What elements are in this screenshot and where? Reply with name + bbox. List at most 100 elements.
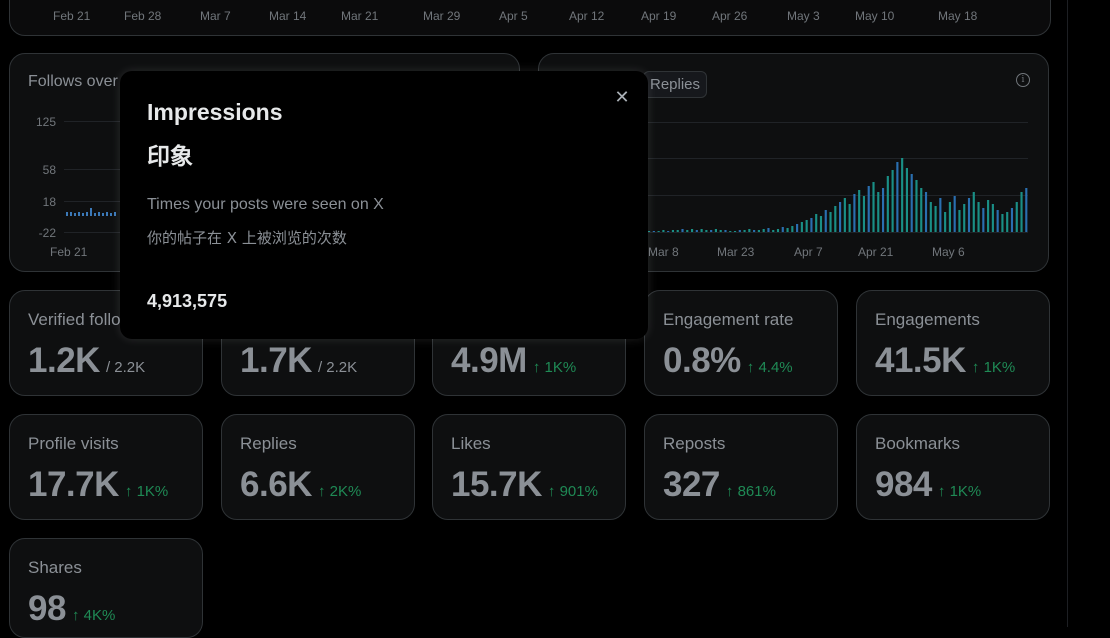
replies-bar: [905, 168, 908, 232]
metric-sub: / 2.2K: [317, 359, 358, 376]
gridline: [648, 122, 1028, 123]
metric-delta: ↑ 1K%: [532, 359, 577, 376]
metric-value: 327 ↑ 861%: [663, 465, 776, 504]
metric-tile-likes[interactable]: Likes 15.7K ↑ 901%: [432, 414, 626, 520]
metric-tile-engagement-rate[interactable]: Engagement rate 0.8% ↑ 4.4%: [644, 290, 838, 396]
replies-x-label: Mar 8: [648, 245, 679, 259]
metric-tile-profile-visits[interactable]: Profile visits 17.7K ↑ 1K%: [9, 414, 203, 520]
replies-bar: [853, 194, 856, 232]
popover-description: Times your posts were seen on X: [147, 196, 384, 213]
replies-bar: [690, 229, 694, 232]
replies-x-label: May 6: [932, 245, 965, 259]
replies-bar: [743, 230, 746, 232]
replies-bar: [982, 208, 985, 232]
replies-bar: [757, 230, 760, 232]
metric-delta: ↑ 4.4%: [746, 359, 793, 376]
replies-bar: [829, 212, 832, 232]
popover-title-translation: 印象: [147, 144, 193, 170]
replies-bar: [953, 196, 956, 232]
follows-x-label: Feb 21: [50, 245, 88, 259]
replies-bar: [724, 230, 727, 232]
replies-metric-chip[interactable]: Replies: [643, 71, 708, 98]
replies-bar: [915, 180, 918, 232]
popover-value: 4,913,575: [147, 291, 228, 311]
metric-tile-engagements[interactable]: Engagements 41.5K ↑ 1K%: [856, 290, 1050, 396]
replies-bar: [710, 230, 713, 232]
replies-bar: [767, 228, 770, 232]
replies-bar: [772, 230, 775, 232]
gridline: [648, 158, 1028, 159]
metric-delta: ↑ 861%: [725, 483, 776, 500]
replies-bar: [996, 210, 999, 232]
replies-bar: [939, 198, 942, 232]
replies-bar: [1001, 214, 1004, 232]
metric-value: 41.5K ↑ 1K%: [875, 341, 1016, 380]
replies-bar: [762, 229, 765, 232]
replies-bars: [648, 158, 1028, 232]
replies-bar: [1020, 192, 1023, 232]
replies-bar: [657, 231, 660, 232]
replies-x-label: Apr 21: [858, 245, 894, 259]
gridline: [64, 121, 120, 122]
replies-bar: [652, 231, 655, 232]
replies-bar: [848, 204, 851, 232]
y-tick: 18: [42, 195, 56, 209]
metric-delta: ↑ 1K%: [971, 359, 1016, 376]
top-x-label: May 3: [787, 9, 820, 23]
replies-bar: [839, 202, 842, 232]
replies-bar: [910, 174, 913, 232]
metric-label: Shares: [28, 558, 82, 577]
replies-bar: [686, 230, 689, 232]
replies-bar: [977, 202, 980, 232]
replies-bar: [1006, 212, 1009, 232]
replies-bar: [881, 188, 885, 232]
metric-tile-shares[interactable]: Shares 98 ↑ 4K%: [9, 538, 203, 638]
metric-delta: ↑ 1K%: [124, 483, 169, 500]
info-icon[interactable]: i: [1016, 73, 1030, 87]
replies-bar: [867, 186, 870, 232]
replies-bar: [733, 231, 737, 232]
top-x-label: Mar 7: [200, 9, 231, 23]
metric-tile-bookmarks[interactable]: Bookmarks 984 ↑ 1K%: [856, 414, 1050, 520]
top-x-label: Apr 19: [641, 9, 677, 23]
metric-value: 98 ↑ 4K%: [28, 589, 116, 628]
replies-bar: [877, 192, 880, 232]
replies-bar: [791, 226, 794, 232]
gridline: [64, 169, 120, 170]
gridline: [648, 232, 1028, 233]
replies-bar: [810, 218, 813, 232]
replies-bar: [944, 212, 947, 232]
popover-title: Impressions: [147, 99, 283, 125]
metric-value: 984 ↑ 1K%: [875, 465, 982, 504]
top-x-label: Feb 28: [124, 9, 162, 23]
replies-bar: [681, 229, 684, 232]
replies-bar: [958, 210, 961, 232]
replies-bar: [896, 162, 899, 232]
replies-bar: [920, 188, 923, 232]
metric-value: 1.2K/ 2.2K: [28, 341, 146, 380]
close-icon[interactable]: ✕: [614, 87, 630, 107]
replies-bar: [800, 222, 803, 232]
metric-tile-replies[interactable]: Replies 6.6K ↑ 2K%: [221, 414, 415, 520]
metric-tile-reposts[interactable]: Reposts 327 ↑ 861%: [644, 414, 838, 520]
scrollbar-rail[interactable]: [1067, 0, 1068, 627]
gridline: [64, 201, 120, 202]
metric-label: Profile visits: [28, 434, 119, 453]
replies-bar: [967, 198, 971, 232]
y-tick: 58: [42, 163, 56, 177]
impressions-popover: ✕ Impressions 印象 Times your posts were s…: [120, 71, 648, 339]
replies-bar: [815, 214, 818, 232]
replies-bar: [748, 229, 751, 232]
replies-bar: [886, 176, 889, 232]
metric-delta: ↑ 2K%: [317, 483, 362, 500]
replies-bar: [705, 230, 708, 232]
replies-bar: [858, 190, 861, 232]
replies-bar: [648, 231, 651, 232]
replies-bar: [671, 230, 675, 232]
replies-bar: [676, 230, 679, 232]
replies-bar: [805, 220, 808, 232]
metric-label: Engagements: [875, 310, 980, 329]
replies-bar: [824, 210, 827, 232]
replies-bar: [786, 228, 789, 232]
top-x-label: Mar 21: [341, 9, 379, 23]
